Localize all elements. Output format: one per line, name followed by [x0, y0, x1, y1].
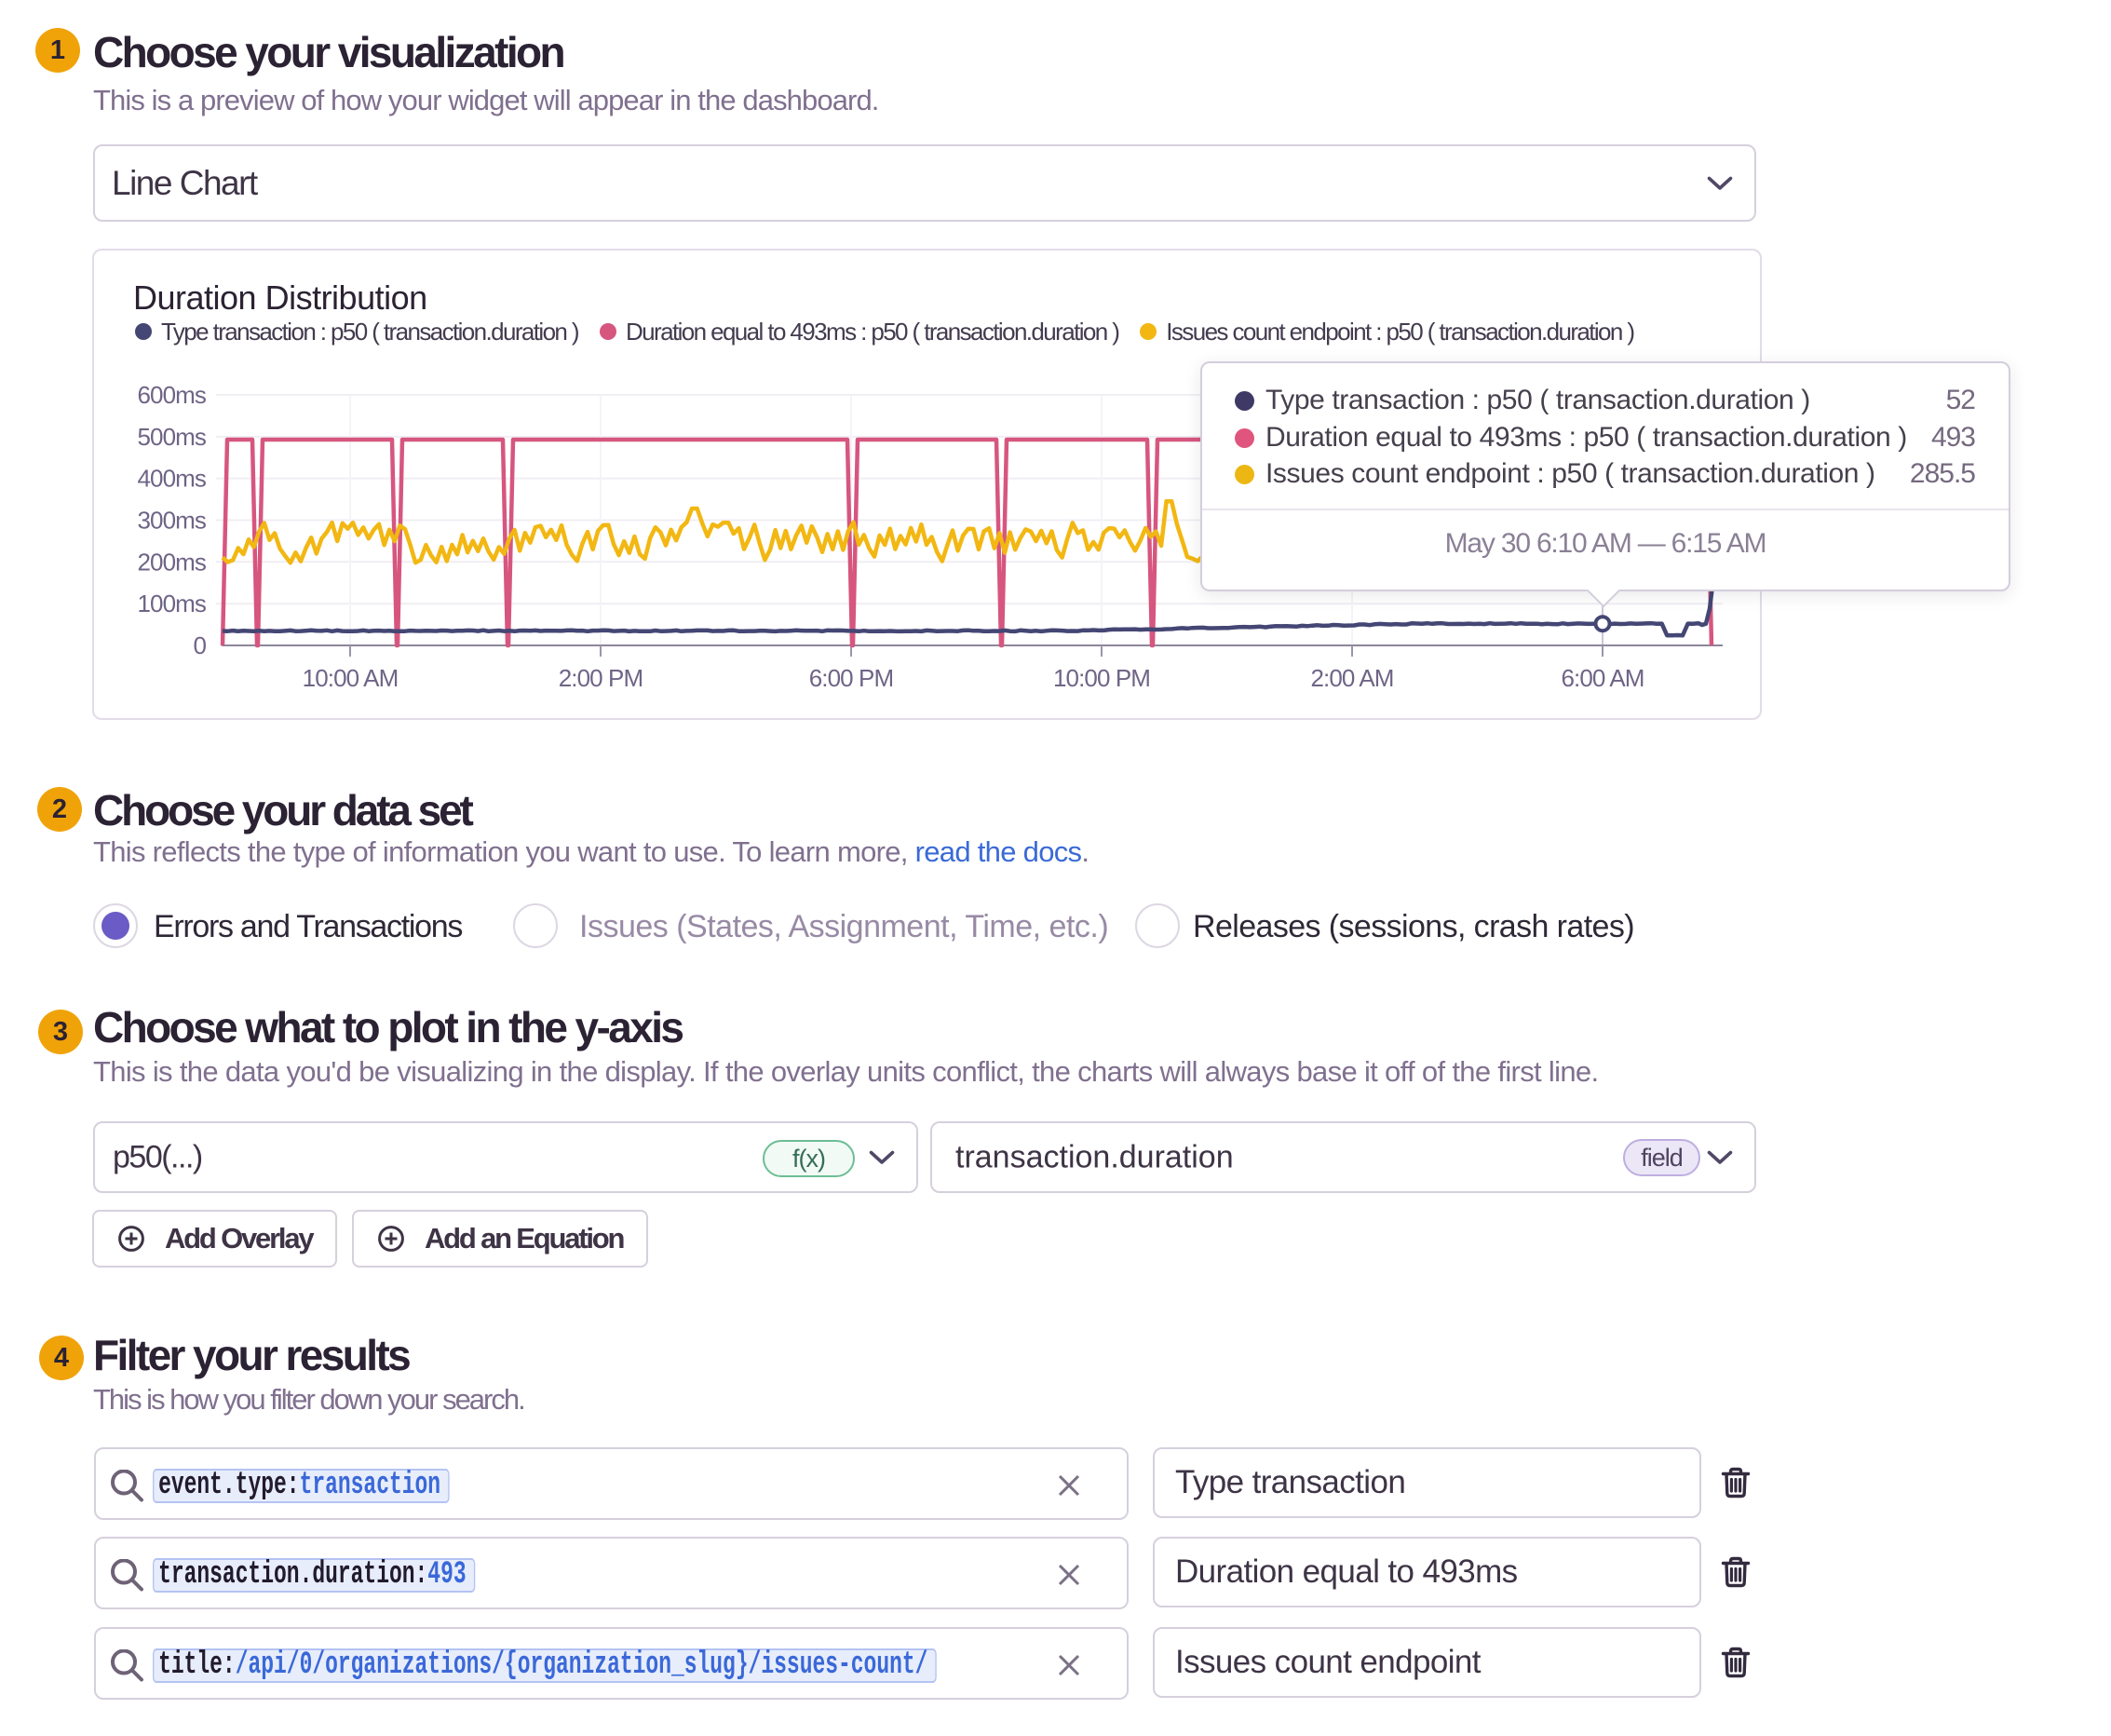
- svg-text:300ms: 300ms: [137, 507, 206, 535]
- svg-text:400ms: 400ms: [137, 465, 206, 493]
- svg-text:2:00 AM: 2:00 AM: [1310, 664, 1393, 692]
- svg-text:500ms: 500ms: [137, 423, 206, 451]
- svg-text:6:00 AM: 6:00 AM: [1561, 664, 1644, 692]
- svg-text:2:00 PM: 2:00 PM: [559, 664, 643, 692]
- svg-text:0: 0: [193, 631, 206, 659]
- svg-text:6:00 PM: 6:00 PM: [809, 664, 894, 692]
- svg-text:10:00 AM: 10:00 AM: [303, 664, 399, 692]
- svg-text:10:00 PM: 10:00 PM: [1053, 664, 1150, 692]
- svg-text:100ms: 100ms: [137, 590, 206, 617]
- svg-text:600ms: 600ms: [137, 381, 206, 409]
- svg-text:200ms: 200ms: [137, 548, 206, 576]
